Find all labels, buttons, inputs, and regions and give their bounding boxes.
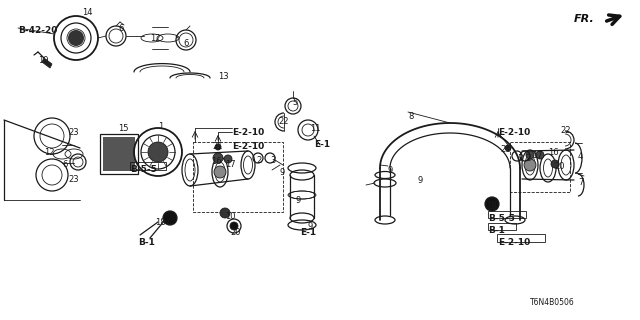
Text: 21: 21 — [500, 145, 511, 154]
Bar — [103, 137, 135, 171]
Text: 9: 9 — [280, 168, 285, 177]
Text: 20: 20 — [554, 162, 564, 171]
Circle shape — [551, 160, 559, 168]
Circle shape — [77, 38, 81, 42]
Circle shape — [68, 30, 84, 46]
Text: E-1: E-1 — [300, 228, 316, 237]
Text: B-5-5: B-5-5 — [488, 214, 515, 223]
Text: 6: 6 — [118, 24, 124, 33]
Text: 19: 19 — [38, 56, 49, 65]
Circle shape — [77, 36, 82, 40]
Text: 15: 15 — [118, 124, 129, 133]
Circle shape — [76, 39, 80, 43]
Circle shape — [77, 34, 81, 38]
Text: 13: 13 — [218, 72, 228, 81]
Circle shape — [215, 144, 221, 150]
Circle shape — [224, 155, 232, 163]
Circle shape — [74, 32, 78, 36]
Text: 9: 9 — [388, 166, 393, 175]
Text: FR.: FR. — [574, 14, 595, 24]
Circle shape — [485, 197, 499, 211]
Circle shape — [536, 151, 544, 159]
Text: 12: 12 — [44, 148, 54, 157]
Text: 3: 3 — [517, 154, 522, 163]
Bar — [130, 162, 166, 170]
Circle shape — [71, 38, 75, 42]
Text: 2: 2 — [525, 154, 531, 163]
Circle shape — [72, 39, 76, 43]
Text: E-2-10: E-2-10 — [232, 128, 264, 137]
Text: 22: 22 — [560, 126, 570, 135]
Text: 2: 2 — [256, 156, 261, 165]
Circle shape — [71, 34, 75, 38]
Text: 9: 9 — [295, 196, 300, 205]
Text: E-2-10: E-2-10 — [498, 128, 531, 137]
Text: 23: 23 — [68, 128, 79, 137]
Text: E-2-10: E-2-10 — [232, 142, 264, 151]
Text: 1: 1 — [158, 122, 163, 131]
Circle shape — [220, 208, 230, 218]
Text: 18: 18 — [155, 218, 166, 227]
Text: B-1: B-1 — [488, 226, 505, 235]
Text: 4: 4 — [578, 152, 583, 161]
Circle shape — [505, 145, 511, 151]
Circle shape — [148, 142, 168, 162]
Text: 5: 5 — [292, 98, 297, 107]
Text: T6N4B0506: T6N4B0506 — [530, 298, 575, 307]
Text: B-5-5: B-5-5 — [130, 165, 157, 174]
Text: 17: 17 — [225, 160, 236, 169]
Text: 23: 23 — [68, 175, 79, 184]
Text: 18: 18 — [486, 202, 497, 211]
Text: 9: 9 — [418, 176, 423, 185]
Text: E-1: E-1 — [314, 140, 330, 149]
Text: 6: 6 — [183, 39, 188, 48]
Text: 21: 21 — [212, 142, 223, 151]
Text: 12: 12 — [150, 34, 161, 43]
Circle shape — [163, 211, 177, 225]
Text: 6: 6 — [62, 160, 67, 169]
Text: 10: 10 — [225, 212, 236, 221]
Bar — [488, 211, 526, 218]
Circle shape — [70, 36, 74, 40]
Text: B-1: B-1 — [138, 238, 155, 247]
Text: 22: 22 — [278, 117, 289, 126]
Text: 17: 17 — [532, 151, 543, 160]
Text: 16: 16 — [548, 148, 559, 157]
Text: 9: 9 — [308, 222, 313, 231]
Bar — [100, 134, 138, 174]
Text: 3: 3 — [270, 156, 275, 165]
Circle shape — [230, 222, 238, 230]
Polygon shape — [42, 58, 52, 68]
Circle shape — [72, 33, 76, 37]
Bar — [193, 142, 283, 212]
Circle shape — [526, 151, 534, 159]
Text: 16: 16 — [211, 157, 221, 166]
Circle shape — [213, 153, 223, 163]
Text: 20: 20 — [230, 228, 241, 237]
Text: B-42-20: B-42-20 — [18, 26, 58, 35]
Circle shape — [524, 159, 536, 171]
Circle shape — [214, 166, 226, 178]
Bar — [497, 234, 545, 242]
Text: 14: 14 — [82, 8, 93, 17]
Circle shape — [76, 33, 80, 37]
Text: 7: 7 — [578, 178, 584, 187]
Circle shape — [74, 40, 78, 44]
Text: 11: 11 — [310, 124, 321, 133]
Bar — [510, 142, 570, 192]
Text: 8: 8 — [408, 112, 413, 121]
Text: E-2-10: E-2-10 — [498, 238, 531, 247]
Bar — [488, 223, 516, 230]
